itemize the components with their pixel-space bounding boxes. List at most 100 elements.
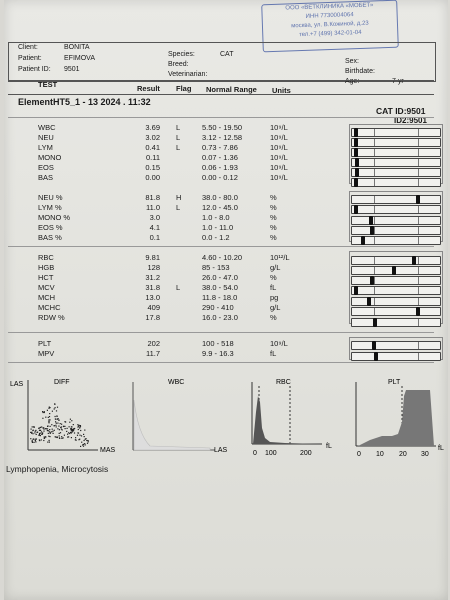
- level-marker: [412, 256, 416, 265]
- level-bar: [351, 128, 441, 137]
- diff-dot: [84, 438, 86, 440]
- level-bar: [351, 352, 441, 361]
- result-value: 13.0: [145, 293, 160, 302]
- normal-range: 0.06 - 1.93: [202, 163, 238, 172]
- diff-dot: [31, 441, 33, 443]
- level-marker: [354, 128, 358, 137]
- normal-range: 11.8 - 18.0: [202, 293, 238, 302]
- section-divider: [8, 362, 434, 363]
- diff-dot: [38, 427, 40, 429]
- diff-dot: [51, 424, 53, 426]
- diff-dot: [43, 430, 45, 432]
- patient-value: EFIMOVA: [64, 55, 95, 62]
- diff-mas-label: MAS: [100, 447, 116, 454]
- diff-dot: [35, 429, 37, 431]
- range-low-tick: [374, 227, 375, 234]
- result-value: 0.00: [145, 173, 160, 182]
- diff-dot: [71, 429, 73, 431]
- diff-dot: [60, 428, 62, 430]
- range-low-tick: [374, 217, 375, 224]
- diff-dot: [73, 432, 76, 434]
- diff-dot: [62, 437, 64, 439]
- diff-dot: [53, 408, 55, 410]
- normal-range: 16.0 - 23.0: [202, 313, 238, 322]
- section-divider: [8, 332, 434, 333]
- diff-dot: [48, 407, 50, 409]
- diff-dot: [49, 419, 51, 421]
- level-bar: [351, 266, 441, 275]
- level-marker: [354, 286, 358, 295]
- level-bar: [351, 148, 441, 157]
- diff-dot: [49, 432, 51, 434]
- plt-histogram: PLT 0 10 20 30 fL: [355, 379, 444, 458]
- result-row: LYM 0.41 L 0.73 - 7.86 10⁹/L: [0, 143, 450, 153]
- result-row: MONO % 3.0 1.0 - 8.0%: [0, 213, 450, 223]
- diff-dot: [42, 417, 44, 419]
- result-unit: g/L: [270, 263, 281, 272]
- diff-dot: [48, 416, 51, 418]
- diff-dot: [58, 425, 60, 427]
- client-label: Client:: [18, 44, 38, 51]
- diff-dot: [83, 436, 85, 438]
- diff-dot: [70, 431, 72, 433]
- result-row: MCV 31.8 L 38.0 - 54.0 fL: [0, 283, 450, 293]
- diff-dot: [43, 411, 45, 414]
- diff-dot: [32, 433, 34, 435]
- diff-dot: [45, 428, 47, 430]
- range-high-tick: [418, 342, 419, 349]
- diff-dot: [35, 438, 37, 440]
- level-bar: [351, 318, 441, 327]
- result-unit: %: [270, 193, 277, 202]
- diff-dot: [48, 420, 50, 422]
- test-name: MPV: [38, 349, 55, 358]
- diff-dot: [53, 429, 55, 431]
- diff-dot: [49, 407, 51, 409]
- diff-dot: [61, 429, 63, 431]
- result-flag: L: [176, 143, 181, 152]
- diff-dot: [48, 441, 50, 443]
- level-bar: [351, 216, 441, 225]
- test-name: MONO: [38, 153, 62, 162]
- test-name: EOS: [38, 163, 54, 172]
- range-low-tick: [374, 169, 375, 176]
- diff-dot: [79, 427, 81, 429]
- diff-dot: [58, 435, 60, 437]
- diff-dot: [52, 432, 54, 434]
- diff-dot: [55, 424, 57, 426]
- test-name: MCHC: [38, 303, 61, 312]
- diff-dot: [72, 428, 75, 430]
- diff-dot: [55, 436, 57, 438]
- result-row: WBC 3.69 L 5.50 - 19.50 10⁹/L: [0, 123, 450, 133]
- diff-dot: [70, 428, 73, 430]
- diff-dot: [46, 430, 48, 432]
- diff-dot: [63, 434, 65, 436]
- test-name: RDW %: [38, 313, 65, 322]
- normal-range: 12.0 - 45.0: [202, 203, 238, 212]
- normal-range: 4.60 - 10.20: [202, 253, 243, 262]
- range-high-tick: [418, 139, 419, 146]
- diff-las-label: LAS: [10, 381, 24, 388]
- level-marker: [369, 216, 373, 225]
- diff-dot: [75, 439, 77, 441]
- col-flag: Flag: [176, 84, 192, 93]
- id2: ID2:9501: [394, 116, 427, 125]
- diff-dot: [49, 425, 51, 427]
- plt-tick: 20: [399, 451, 407, 458]
- diff-dot: [77, 428, 79, 431]
- diff-dot: [34, 432, 36, 434]
- diff-dot: [87, 440, 89, 442]
- diff-dot: [58, 429, 60, 431]
- result-row: PLT 202 100 - 518 10⁹/L: [0, 339, 450, 349]
- range-high-tick: [418, 179, 419, 186]
- diff-dot: [52, 430, 54, 432]
- test-name: HGB: [38, 263, 55, 272]
- level-bar: [351, 195, 441, 204]
- result-value: 202: [147, 339, 160, 348]
- result-unit: fL: [270, 283, 277, 292]
- diff-dot: [86, 442, 89, 444]
- diff-dot: [84, 443, 86, 445]
- species-value: CAT: [220, 51, 234, 58]
- result-unit: %: [270, 213, 277, 222]
- result-unit: 10¹²/L: [270, 253, 290, 262]
- diff-dot: [78, 424, 80, 426]
